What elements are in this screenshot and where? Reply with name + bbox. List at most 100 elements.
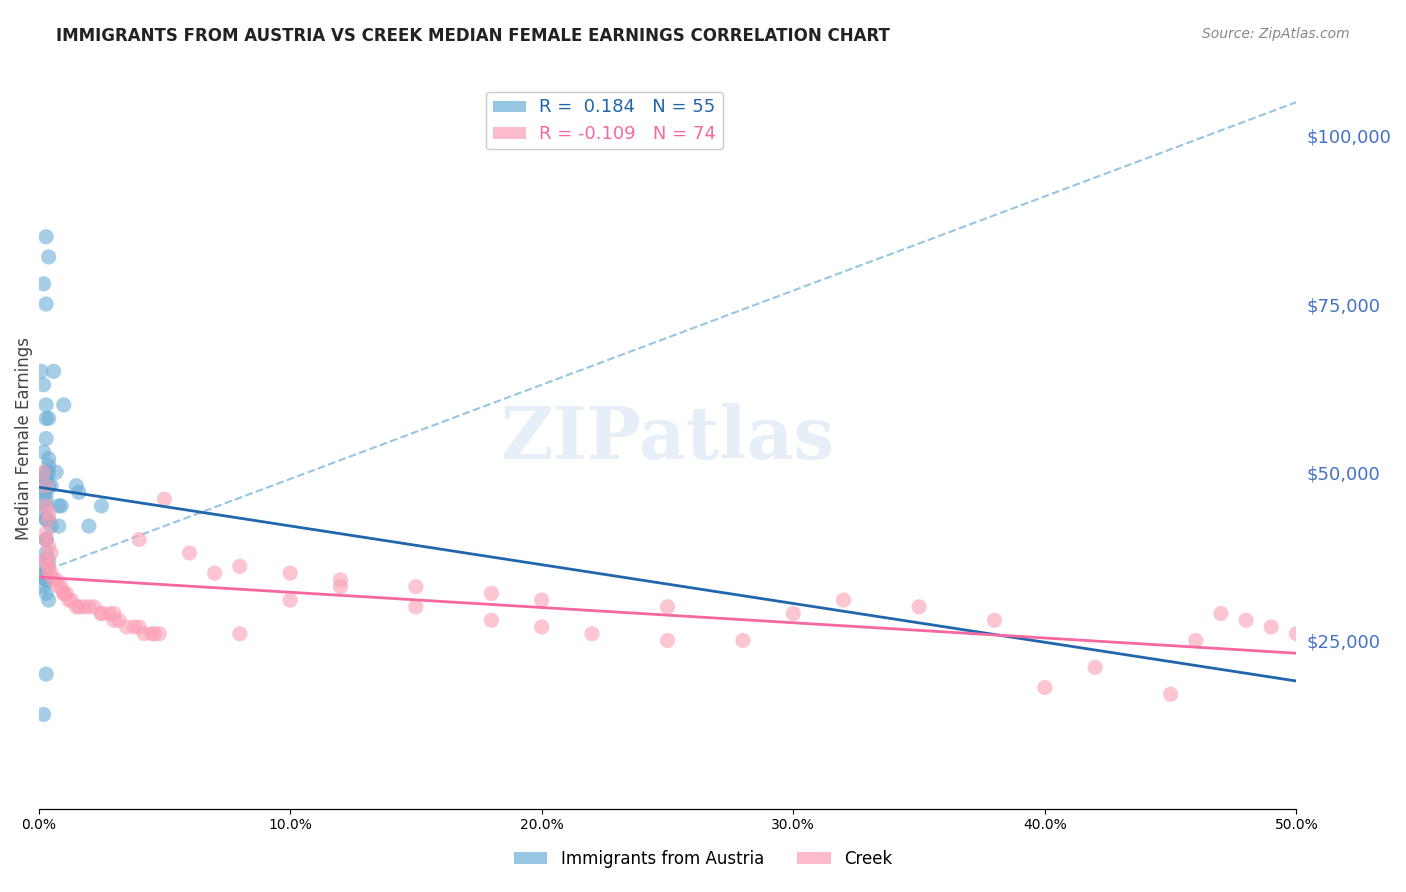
Point	[38, 451, 60, 466]
Point	[52, 586, 75, 600]
Point	[1285, 626, 1308, 640]
Point	[32, 277, 55, 291]
Point	[908, 599, 931, 614]
Point	[134, 626, 156, 640]
Point	[39, 519, 62, 533]
Point	[731, 633, 754, 648]
Point	[48, 580, 70, 594]
Point	[128, 620, 150, 634]
Point	[52, 398, 75, 412]
Point	[39, 546, 62, 560]
Point	[90, 499, 112, 513]
Point	[1033, 681, 1056, 695]
Point	[108, 613, 131, 627]
Point	[73, 599, 96, 614]
Legend: R =  0.184   N = 55, R = -0.109   N = 74: R = 0.184 N = 55, R = -0.109 N = 74	[486, 92, 723, 149]
Point	[983, 613, 1005, 627]
Point	[229, 626, 252, 640]
Text: IMMIGRANTS FROM AUSTRIA VS CREEK MEDIAN FEMALE EARNINGS CORRELATION CHART: IMMIGRANTS FROM AUSTRIA VS CREEK MEDIAN …	[56, 27, 890, 45]
Point	[38, 479, 60, 493]
Point	[35, 465, 58, 479]
Point	[35, 499, 58, 513]
Point	[1209, 607, 1232, 621]
Point	[115, 620, 138, 634]
Point	[657, 599, 679, 614]
Point	[58, 593, 80, 607]
Point	[45, 573, 67, 587]
Point	[32, 465, 55, 479]
Point	[38, 506, 60, 520]
Point	[35, 667, 58, 681]
Point	[38, 512, 60, 526]
Point	[55, 586, 77, 600]
Point	[38, 465, 60, 479]
Legend: Immigrants from Austria, Creek: Immigrants from Austria, Creek	[508, 844, 898, 875]
Point	[35, 512, 58, 526]
Point	[329, 580, 352, 594]
Point	[657, 633, 679, 648]
Point	[48, 499, 70, 513]
Point	[143, 626, 166, 640]
Point	[65, 599, 87, 614]
Point	[38, 458, 60, 473]
Point	[1234, 613, 1257, 627]
Point	[35, 533, 58, 547]
Point	[405, 599, 427, 614]
Point	[530, 620, 553, 634]
Point	[141, 626, 163, 640]
Point	[128, 533, 150, 547]
Point	[229, 559, 252, 574]
Point	[782, 607, 804, 621]
Point	[35, 229, 58, 244]
Point	[153, 492, 176, 507]
Point	[35, 586, 58, 600]
Point	[67, 599, 90, 614]
Point	[35, 573, 58, 587]
Text: ZIPatlas: ZIPatlas	[501, 403, 835, 475]
Point	[329, 573, 352, 587]
Point	[35, 485, 58, 500]
Point	[35, 533, 58, 547]
Point	[1160, 687, 1182, 701]
Point	[35, 573, 58, 587]
Point	[204, 566, 226, 581]
Point	[38, 566, 60, 581]
Point	[35, 492, 58, 507]
Point	[52, 586, 75, 600]
Point	[148, 626, 170, 640]
Point	[38, 559, 60, 574]
Point	[530, 593, 553, 607]
Point	[1184, 633, 1206, 648]
Point	[35, 552, 58, 566]
Point	[35, 525, 58, 540]
Point	[35, 398, 58, 412]
Point	[35, 512, 58, 526]
Point	[122, 620, 145, 634]
Point	[32, 506, 55, 520]
Point	[32, 485, 55, 500]
Point	[32, 707, 55, 722]
Point	[479, 586, 502, 600]
Point	[38, 250, 60, 264]
Point	[65, 479, 87, 493]
Point	[35, 432, 58, 446]
Point	[832, 593, 855, 607]
Point	[38, 411, 60, 425]
Point	[77, 599, 100, 614]
Point	[32, 377, 55, 392]
Point	[48, 519, 70, 533]
Point	[38, 593, 60, 607]
Point	[38, 559, 60, 574]
Point	[67, 485, 90, 500]
Point	[42, 573, 65, 587]
Point	[51, 580, 73, 594]
Point	[35, 479, 58, 493]
Point	[39, 479, 62, 493]
Y-axis label: Median Female Earnings: Median Female Earnings	[15, 337, 32, 540]
Point	[90, 607, 112, 621]
Point	[103, 607, 125, 621]
Point	[30, 364, 52, 378]
Point	[32, 472, 55, 486]
Point	[278, 566, 301, 581]
Point	[278, 593, 301, 607]
